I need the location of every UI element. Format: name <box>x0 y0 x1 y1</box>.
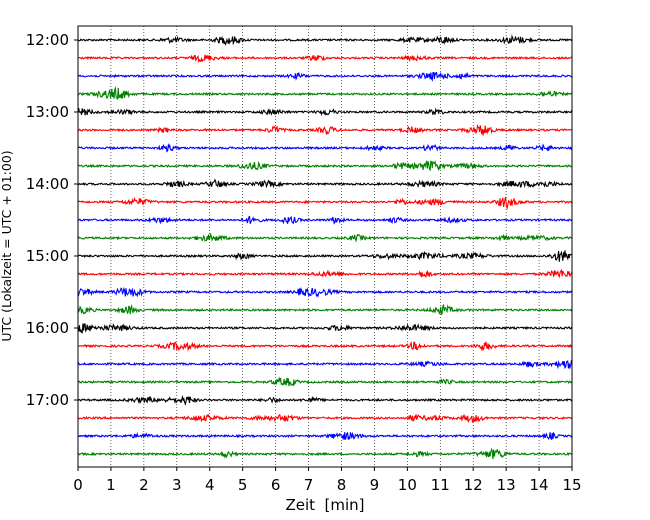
trace-12:00 <box>77 34 573 46</box>
trace-17:30 <box>77 431 573 441</box>
x-axis: 0 1 2 3 4 5 6 7 8 9 10 11 12 13 14 15 <box>73 467 582 494</box>
plot-frame <box>77 25 573 468</box>
trace-14:15 <box>77 196 573 210</box>
trace-16:15 <box>77 341 573 352</box>
y-tick-label: 14:00 <box>26 175 69 193</box>
x-tick-label: 10 <box>398 476 417 494</box>
trace-13:00 <box>77 107 573 117</box>
x-tick-label: 12 <box>464 476 483 494</box>
x-tick-label: 11 <box>431 476 450 494</box>
y-tick-label: 12:00 <box>26 31 69 49</box>
trace-14:30 <box>77 215 573 225</box>
trace-16:45 <box>77 376 573 387</box>
trace-12:45 <box>77 85 573 100</box>
x-tick-label: 2 <box>139 476 149 494</box>
trace-12:30 <box>77 71 573 82</box>
x-tick-label: 8 <box>337 476 347 494</box>
x-axis-title: Zeit [min] <box>285 496 364 514</box>
trace-13:45 <box>77 159 573 172</box>
seismic-traces <box>77 34 573 460</box>
y-tick-label: 16:00 <box>26 319 69 337</box>
x-tick-label: 13 <box>497 476 516 494</box>
y-tick-label: 17:00 <box>26 391 69 409</box>
trace-15:30 <box>77 286 573 298</box>
x-tick-label: 7 <box>304 476 314 494</box>
trace-15:45 <box>77 303 573 316</box>
trace-13:15 <box>77 123 573 136</box>
y-tick-label: 15:00 <box>26 247 69 265</box>
trace-12:15 <box>77 54 573 64</box>
trace-17:15 <box>77 413 573 424</box>
x-tick-label: 3 <box>172 476 182 494</box>
trace-17:00 <box>77 394 573 406</box>
x-tick-label: 1 <box>106 476 116 494</box>
y-tick-label: 13:00 <box>26 103 69 121</box>
y-axis-title: UTC (Lokalzeit = UTC + 01:00) <box>0 150 14 341</box>
x-tick-label: 15 <box>562 476 581 494</box>
trace-15:00 <box>77 250 573 262</box>
trace-15:15 <box>77 268 573 279</box>
plot-background <box>78 26 572 467</box>
x-tick-label: 5 <box>238 476 248 494</box>
x-tick-label: 14 <box>530 476 549 494</box>
trace-14:00 <box>77 178 573 189</box>
trace-17:45 <box>77 447 573 460</box>
x-tick-label: 6 <box>271 476 281 494</box>
trace-16:00 <box>77 323 573 334</box>
x-tick-label: 9 <box>370 476 380 494</box>
y-axis: 12:00 13:00 14:00 15:00 16:00 17:00 <box>26 31 78 409</box>
x-tick-label: 0 <box>73 476 83 494</box>
x-tick-label: 4 <box>205 476 215 494</box>
trace-13:30 <box>77 142 573 153</box>
trace-14:45 <box>77 232 573 243</box>
trace-16:30 <box>77 359 573 370</box>
